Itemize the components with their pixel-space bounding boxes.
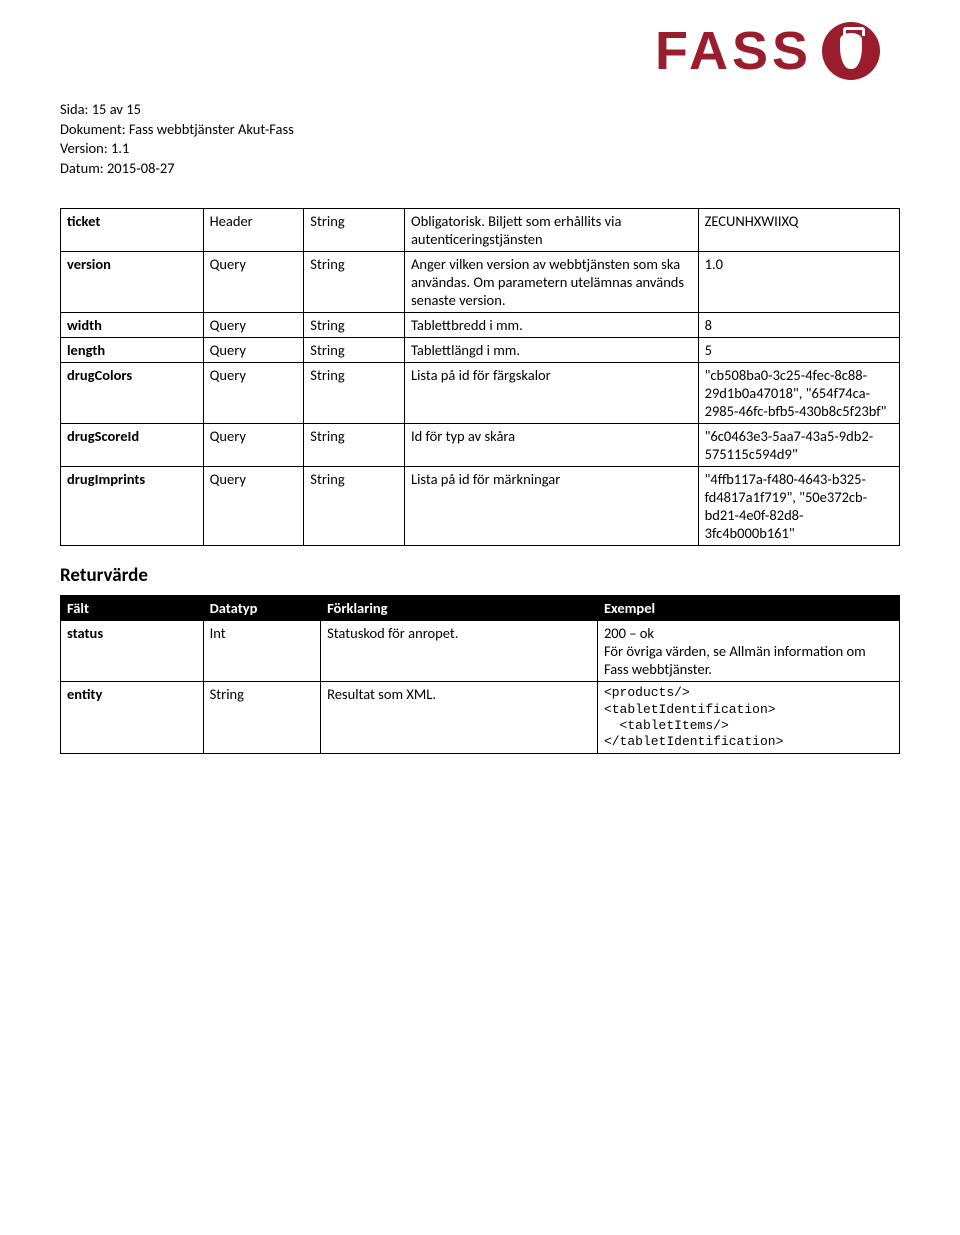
- parameters-table: ticket Header String Obligatorisk. Bilje…: [60, 208, 900, 546]
- param-name: version: [61, 252, 204, 313]
- param-name: drugImprints: [61, 467, 204, 546]
- header-field: Fält: [61, 596, 204, 621]
- param-example: 5: [698, 338, 899, 363]
- header-example: Exempel: [597, 596, 899, 621]
- param-mode: Query: [203, 467, 304, 546]
- param-type: String: [304, 338, 405, 363]
- param-desc: Tablettbredd i mm.: [404, 313, 698, 338]
- param-desc: Lista på id för färgskalor: [404, 363, 698, 424]
- param-type: String: [304, 424, 405, 467]
- param-example: ZECUNHXWIIXQ: [698, 209, 899, 252]
- param-mode: Header: [203, 209, 304, 252]
- table-row: version Query String Anger vilken versio…: [61, 252, 900, 313]
- return-desc: Statuskod för anropet.: [321, 621, 598, 682]
- logo: FASS: [655, 20, 880, 82]
- param-type: String: [304, 313, 405, 338]
- return-field: entity: [61, 682, 204, 754]
- param-name: drugColors: [61, 363, 204, 424]
- param-example: "cb508ba0-3c25-4fec-8c88-29d1b0a47018", …: [698, 363, 899, 424]
- param-example: 8: [698, 313, 899, 338]
- meta-page-line: Sida: 15 av 15: [60, 100, 655, 120]
- meta-doc-line: Dokument: Fass webbtjänster Akut-Fass: [60, 120, 655, 140]
- param-name: ticket: [61, 209, 204, 252]
- param-type: String: [304, 252, 405, 313]
- param-desc: Tablettlängd i mm.: [404, 338, 698, 363]
- vase-icon: [840, 33, 862, 69]
- return-desc: Resultat som XML.: [321, 682, 598, 754]
- page-container: Sida: 15 av 15 Dokument: Fass webbtjänst…: [0, 0, 960, 774]
- meta-date-line: Datum: 2015-08-27: [60, 159, 655, 179]
- param-mode: Query: [203, 338, 304, 363]
- table-row: drugScoreId Query String Id för typ av s…: [61, 424, 900, 467]
- header-datatype: Datatyp: [203, 596, 320, 621]
- document-meta: Sida: 15 av 15 Dokument: Fass webbtjänst…: [60, 20, 655, 178]
- param-desc: Id för typ av skåra: [404, 424, 698, 467]
- param-desc: Obligatorisk. Biljett som erhållits via …: [404, 209, 698, 252]
- return-datatype: Int: [203, 621, 320, 682]
- table-row: drugImprints Query String Lista på id fö…: [61, 467, 900, 546]
- table-row: ticket Header String Obligatorisk. Bilje…: [61, 209, 900, 252]
- param-name: width: [61, 313, 204, 338]
- table-header-row: Fält Datatyp Förklaring Exempel: [61, 596, 900, 621]
- return-example-xml: <products/> <tabletIdentification> <tabl…: [597, 682, 899, 754]
- meta-version-line: Version: 1.1: [60, 139, 655, 159]
- return-table: Fält Datatyp Förklaring Exempel status I…: [60, 595, 900, 754]
- param-example: "6c0463e3-5aa7-43a5-9db2-575115c594d9": [698, 424, 899, 467]
- param-desc: Anger vilken version av webbtjänsten som…: [404, 252, 698, 313]
- param-name: drugScoreId: [61, 424, 204, 467]
- table-row: entity String Resultat som XML. <product…: [61, 682, 900, 754]
- return-datatype: String: [203, 682, 320, 754]
- table-row: length Query String Tablettlängd i mm. 5: [61, 338, 900, 363]
- param-type: String: [304, 467, 405, 546]
- param-mode: Query: [203, 313, 304, 338]
- logo-text: FASS: [655, 20, 812, 82]
- param-type: String: [304, 209, 405, 252]
- param-example: "4ffb117a-f480-4643-b325-fd4817a1f719", …: [698, 467, 899, 546]
- table-row: drugColors Query String Lista på id för …: [61, 363, 900, 424]
- param-mode: Query: [203, 252, 304, 313]
- return-section-title: Returvärde: [60, 564, 900, 587]
- param-desc: Lista på id för märkningar: [404, 467, 698, 546]
- header-desc: Förklaring: [321, 596, 598, 621]
- param-example: 1.0: [698, 252, 899, 313]
- table-row: status Int Statuskod för anropet. 200 – …: [61, 621, 900, 682]
- param-name: length: [61, 338, 204, 363]
- return-example: 200 – ok För övriga värden, se Allmän in…: [597, 621, 899, 682]
- param-type: String: [304, 363, 405, 424]
- table-row: width Query String Tablettbredd i mm. 8: [61, 313, 900, 338]
- param-mode: Query: [203, 363, 304, 424]
- return-field: status: [61, 621, 204, 682]
- param-mode: Query: [203, 424, 304, 467]
- header-row: Sida: 15 av 15 Dokument: Fass webbtjänst…: [60, 20, 900, 178]
- logo-icon: [822, 22, 880, 80]
